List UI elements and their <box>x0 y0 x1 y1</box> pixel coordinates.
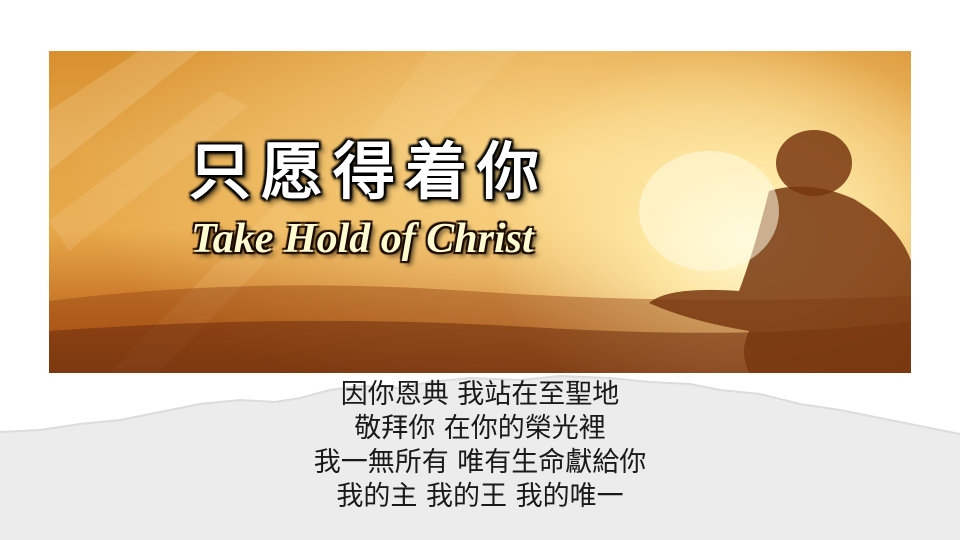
banner-artwork <box>49 51 911 373</box>
torn-paper-background <box>0 374 960 540</box>
banner-title-english: Take Hold of Christ <box>191 216 534 262</box>
hero-banner: 只愿得着你 Take Hold of Christ <box>49 51 911 373</box>
lyric-line: 敬拜你 在你的榮光裡 <box>354 413 606 444</box>
lyric-line: 我一無所有 唯有生命獻給你 <box>313 447 647 478</box>
lyric-line: 因你恩典 我站在至聖地 <box>340 379 620 410</box>
kneeling-figure-silhouette <box>649 130 911 373</box>
banner-title-chinese: 只愿得着你 <box>189 135 550 208</box>
lyrics-block: 因你恩典 我站在至聖地 敬拜你 在你的榮光裡 我一無所有 唯有生命獻給你 我的主… <box>0 378 960 514</box>
lyric-line: 我的主 我的王 我的唯一 <box>336 481 624 512</box>
